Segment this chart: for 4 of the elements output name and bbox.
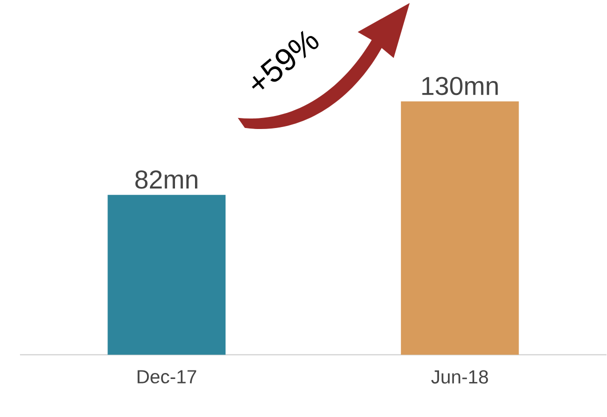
data-label: 130mn (422, 76, 498, 96)
x-tick-label: Jun-18 (431, 370, 488, 384)
data-label: 82mn (135, 170, 198, 189)
x-tick-label: Dec-17 (138, 370, 196, 384)
